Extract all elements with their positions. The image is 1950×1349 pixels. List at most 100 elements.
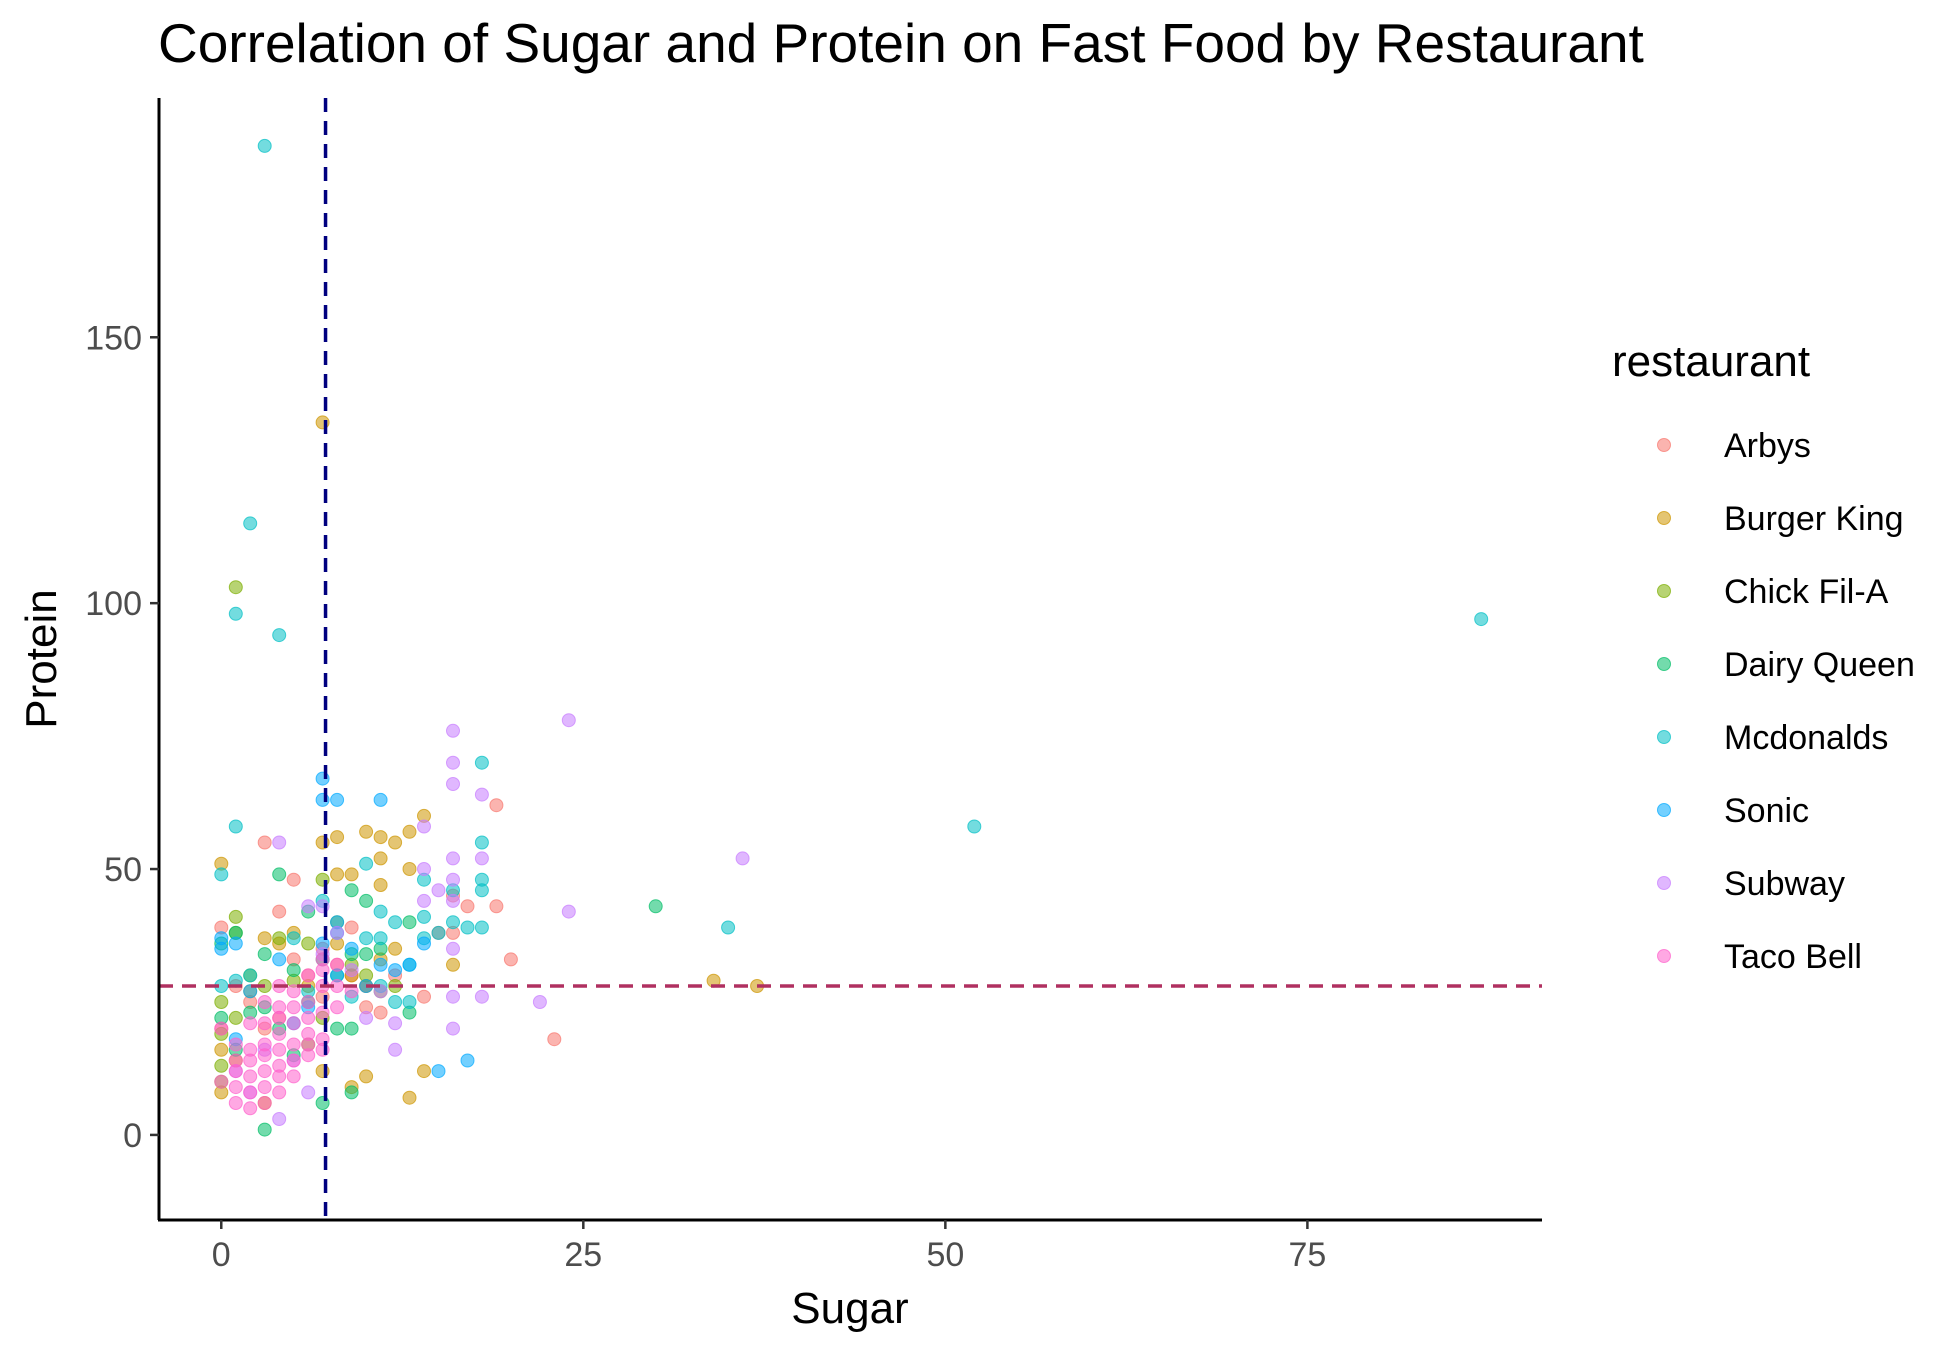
data-point [272, 1010, 287, 1025]
x-axis-ticks: 0 25 50 75 [212, 1220, 1326, 1274]
data-point [373, 851, 388, 866]
data-point [446, 915, 460, 930]
legend-item: Sonic [1657, 792, 1809, 830]
data-point [214, 867, 229, 882]
data-point [257, 947, 272, 962]
data-point [388, 941, 403, 956]
data-point [373, 830, 388, 845]
data-point [388, 1016, 403, 1031]
legend-key [1657, 876, 1671, 890]
data-point [301, 1048, 316, 1063]
data-point [561, 713, 576, 728]
data-point [446, 957, 460, 972]
data-point [214, 995, 229, 1009]
data-point [735, 851, 750, 866]
data-point [301, 936, 316, 951]
data-point [301, 995, 316, 1009]
series-mcdonalds [214, 138, 1489, 1009]
data-point [214, 1074, 229, 1089]
data-point [373, 957, 388, 972]
data-point [446, 1021, 460, 1036]
data-point [228, 936, 243, 951]
data-point [301, 968, 316, 983]
data-point [272, 867, 287, 882]
data-point [243, 1101, 258, 1116]
legend: restaurant Arbys Burger King Chick Fil-A Da… [1612, 337, 1915, 976]
data-point [373, 904, 388, 919]
data-point [431, 925, 446, 940]
legend-key [1657, 511, 1671, 525]
data-point [330, 925, 345, 940]
data-point [214, 1021, 229, 1036]
data-point [214, 1058, 229, 1073]
data-point [460, 1053, 475, 1068]
data-point [359, 1069, 374, 1084]
data-point [402, 915, 417, 930]
legend-item: Chick Fil-A [1657, 573, 1889, 611]
data-point [301, 1085, 316, 1100]
data-point [272, 1085, 287, 1100]
data-point [446, 755, 460, 770]
data-point [228, 606, 243, 621]
data-point [373, 931, 388, 946]
data-point [503, 952, 518, 967]
data-point [547, 1032, 562, 1047]
data-point [228, 1010, 243, 1025]
data-point [286, 1053, 301, 1068]
data-point [257, 1016, 272, 1031]
data-point [446, 872, 460, 887]
points-layer [214, 138, 1489, 1137]
series-taco-bell [214, 952, 359, 1116]
data-point [243, 984, 258, 999]
y-tick-label: 50 [104, 851, 142, 889]
data-point [330, 957, 345, 972]
data-point [474, 835, 489, 850]
data-point [489, 798, 504, 813]
data-point [257, 995, 272, 1009]
legend-label: Arbys [1724, 427, 1811, 465]
data-point [446, 941, 460, 956]
data-point [388, 995, 403, 1009]
data-point [474, 787, 489, 802]
data-point [344, 867, 359, 882]
data-point [446, 777, 460, 791]
data-point [272, 931, 287, 946]
legend-key [1657, 949, 1671, 963]
data-point [417, 893, 431, 908]
y-axis-title: Protein [17, 589, 66, 728]
legend-label: Subway [1724, 865, 1845, 903]
data-point [272, 628, 287, 643]
data-point [286, 872, 301, 887]
data-point [286, 963, 301, 978]
data-point [359, 824, 374, 839]
data-point [286, 984, 301, 999]
data-point [330, 792, 345, 807]
data-point [257, 1064, 272, 1079]
data-point [446, 989, 460, 1004]
legend-item: Burger King [1657, 500, 1904, 538]
y-tick-label: 0 [123, 1117, 142, 1155]
legend-label: Taco Bell [1724, 938, 1862, 976]
data-point [446, 893, 460, 908]
data-point [344, 883, 359, 898]
data-point [431, 1064, 446, 1079]
y-tick-label: 100 [85, 585, 142, 623]
data-point [272, 835, 287, 850]
data-point [460, 920, 475, 935]
data-point [359, 893, 374, 908]
data-point [402, 824, 417, 839]
data-point [330, 867, 345, 882]
legend-key [1657, 584, 1671, 598]
data-point [243, 968, 258, 983]
data-point [446, 851, 460, 866]
legend-item: Mcdonalds [1657, 719, 1888, 757]
data-point [272, 952, 287, 967]
data-point [257, 1122, 272, 1137]
reference-lines [159, 98, 1542, 1220]
data-point [228, 909, 243, 924]
data-point [286, 931, 301, 946]
legend-item: Subway [1657, 865, 1845, 903]
data-point [243, 1053, 258, 1068]
legend-label: Mcdonalds [1724, 719, 1888, 757]
data-point [257, 1048, 272, 1063]
